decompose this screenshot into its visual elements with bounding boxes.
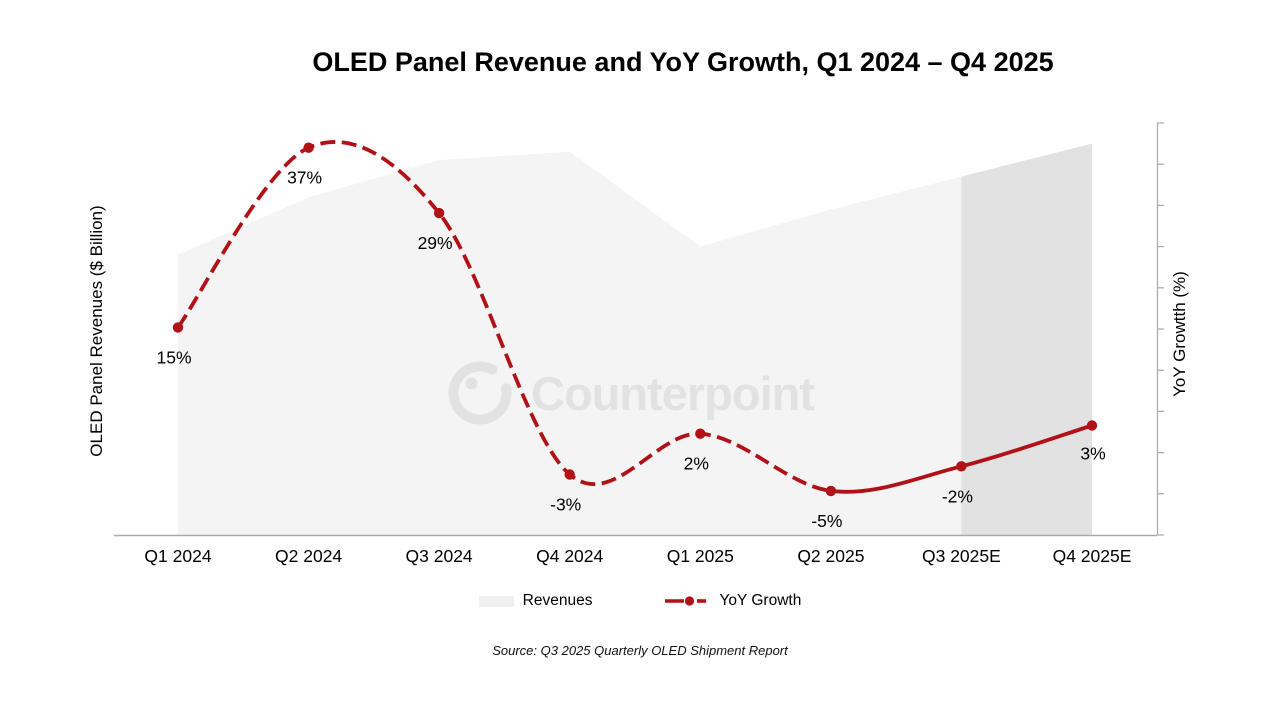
data-labels: 15% 37% 29% -3% 2% -5% -2% 3% <box>156 168 1105 531</box>
data-point-label: -3% <box>550 495 581 515</box>
x-axis-label: Q4 2024 <box>536 546 604 566</box>
data-point-marker <box>172 322 184 333</box>
data-point-label: 29% <box>418 233 453 253</box>
watermark-text: Counterpoint <box>531 367 815 420</box>
yoy-line-icon <box>665 596 707 606</box>
legend-item-yoy: YoY Growth <box>664 592 801 610</box>
yoy-line-series <box>172 140 1098 497</box>
counterpoint-logo-dot-icon <box>465 377 478 390</box>
x-axis-label: Q2 2024 <box>275 546 343 566</box>
page-title: OLED Panel Revenue and YoY Growth, Q1 20… <box>312 47 1054 77</box>
data-point-marker <box>1086 420 1098 431</box>
x-axis-label: Q2 2025 <box>797 546 865 566</box>
data-point-label: -5% <box>811 511 842 531</box>
x-axis-label: Q1 2024 <box>144 546 212 566</box>
chart-axes <box>114 122 1164 537</box>
data-point-marker <box>303 142 314 153</box>
data-point-marker <box>564 469 575 480</box>
data-point-label: 37% <box>287 168 322 188</box>
data-point-marker <box>433 207 445 219</box>
legend-item-revenues: Revenues <box>478 592 593 610</box>
legend: Revenues YoY Growth <box>0 592 1280 610</box>
data-point-marker <box>956 461 967 472</box>
legend-label-revenues: Revenues <box>522 592 593 609</box>
data-point-marker <box>695 428 706 439</box>
counterpoint-logo-icon <box>448 361 512 425</box>
counterpoint-watermark: Counterpoint <box>448 361 816 425</box>
x-axis-label: Q1 2025 <box>666 546 734 566</box>
data-point-label: 3% <box>1080 444 1105 464</box>
x-axis-label: Q3 2024 <box>405 546 473 566</box>
x-axis-label: Q4 2025E <box>1052 546 1132 566</box>
legend-label-yoy: YoY Growth <box>719 592 802 609</box>
data-point-label: -2% <box>942 486 973 506</box>
revenues-swatch-icon <box>478 595 514 607</box>
x-axis-labels: Q1 2024 Q2 2024 Q3 2024 Q4 2024 Q1 2025 Q2 20… <box>0 546 1280 570</box>
data-point-label: 15% <box>156 347 191 367</box>
revenue-area <box>178 143 1092 535</box>
source-note: Source: Q3 2025 Quarterly OLED Shipment … <box>492 643 788 658</box>
revenue-area-forecast <box>961 143 1092 535</box>
x-axis-label: Q3 2025E <box>921 546 1001 566</box>
data-point-label: 2% <box>684 454 709 474</box>
revenue-area-series <box>178 143 1092 535</box>
data-point-marker <box>825 485 837 497</box>
